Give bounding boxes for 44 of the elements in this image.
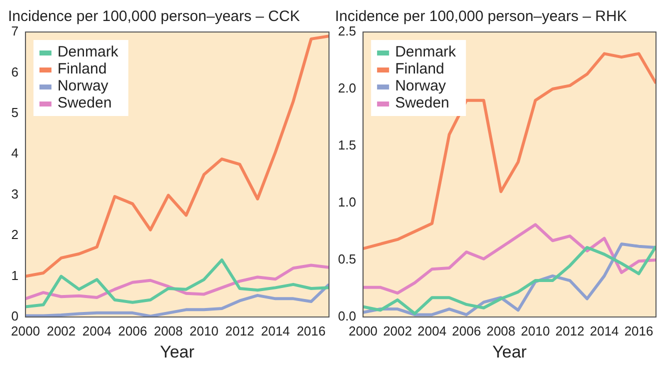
y-tick-label: 3: [11, 186, 18, 202]
x-axis-title: Year: [492, 342, 528, 362]
legend-label: Norway: [395, 78, 446, 95]
x-tick-label: 2010: [190, 323, 218, 338]
y-tick-label: 2.0: [338, 80, 356, 96]
y-tick-label: 0: [11, 308, 18, 324]
x-tick-label: 2002: [46, 323, 76, 338]
x-tick-label: 2014: [590, 323, 619, 338]
legend-label: Denmark: [57, 44, 119, 61]
x-tick-label: 2014: [260, 323, 290, 338]
x-tick-label: 2002: [383, 323, 412, 338]
x-tick-label: 2010: [520, 323, 550, 338]
y-tick-label: 1.0: [338, 194, 356, 210]
x-tick-label: 2000: [348, 323, 378, 338]
x-tick-label: 2008: [154, 323, 183, 338]
y-tick-label: 0.5: [338, 252, 356, 267]
x-tick-label: 2016: [624, 323, 654, 338]
x-tick-label: 2000: [11, 323, 40, 338]
y-tick-label: 2: [11, 227, 18, 242]
y-tick-label: 4: [11, 146, 18, 161]
y-tick-label: 7: [11, 24, 18, 39]
legend-label: Norway: [57, 78, 109, 95]
y-tick-label: 1: [11, 268, 18, 283]
legend-label: Finland: [57, 60, 107, 78]
y-tick-label: 0.0: [338, 308, 356, 324]
y-tick-label: 5: [11, 105, 18, 120]
x-tick-label: 2012: [225, 323, 254, 338]
x-tick-label: 2004: [82, 323, 112, 338]
legend-label: Sweden: [395, 94, 450, 112]
x-axis-title: Year: [160, 342, 195, 362]
legend-label: Denmark: [395, 44, 456, 61]
chart-title: Incidence per 100,000 person–years – CCK: [8, 8, 300, 26]
x-tick-label: 2004: [418, 323, 446, 338]
x-tick-label: 2012: [555, 323, 584, 338]
chart-title: Incidence per 100,000 person–years – RHK: [335, 8, 627, 26]
x-tick-label: 2006: [452, 323, 481, 338]
x-tick-label: 2016: [296, 323, 326, 338]
y-tick-label: 6: [11, 64, 18, 80]
y-tick-label: 2.5: [338, 24, 356, 39]
x-tick-label: 2008: [486, 323, 516, 338]
x-tick-label: 2006: [118, 323, 148, 338]
y-tick-label: 1.5: [338, 138, 356, 153]
legend-label: Finland: [395, 60, 444, 78]
legend-label: Sweden: [57, 94, 112, 112]
